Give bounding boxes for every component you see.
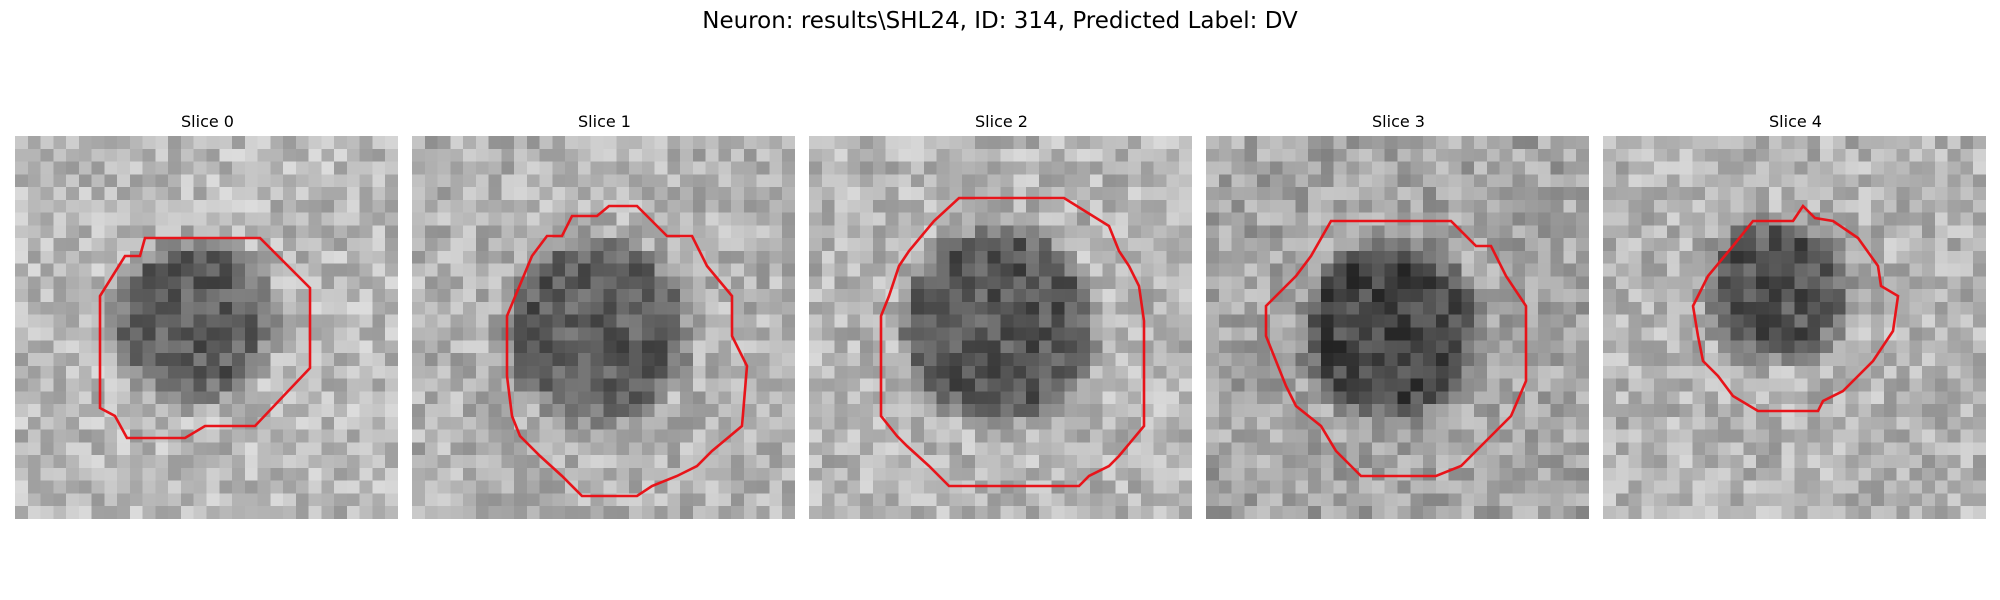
slice-panel-4: Slice 4 (1603, 110, 1988, 519)
slice-title: Slice 1 (578, 112, 631, 131)
roi-contour (1691, 203, 1900, 413)
slice-title: Slice 0 (181, 112, 234, 131)
slice-title: Slice 2 (975, 112, 1028, 131)
figure-title: Neuron: results\SHL24, ID: 314, Predicte… (702, 8, 1298, 34)
slice-image (15, 136, 398, 519)
slice-panel-1: Slice 1 (412, 110, 797, 519)
slice-panel-0: Slice 0 (15, 110, 400, 519)
slice-title: Slice 4 (1769, 112, 1822, 131)
roi-contour (1264, 219, 1528, 478)
roi-contour (505, 204, 749, 498)
slice-image (809, 136, 1192, 519)
slice-image (1603, 136, 1986, 519)
roi-contour (879, 196, 1146, 488)
slice-panel-3: Slice 3 (1206, 110, 1591, 519)
slice-title: Slice 3 (1372, 112, 1425, 131)
roi-contour (98, 236, 312, 440)
slice-panel-2: Slice 2 (809, 110, 1194, 519)
